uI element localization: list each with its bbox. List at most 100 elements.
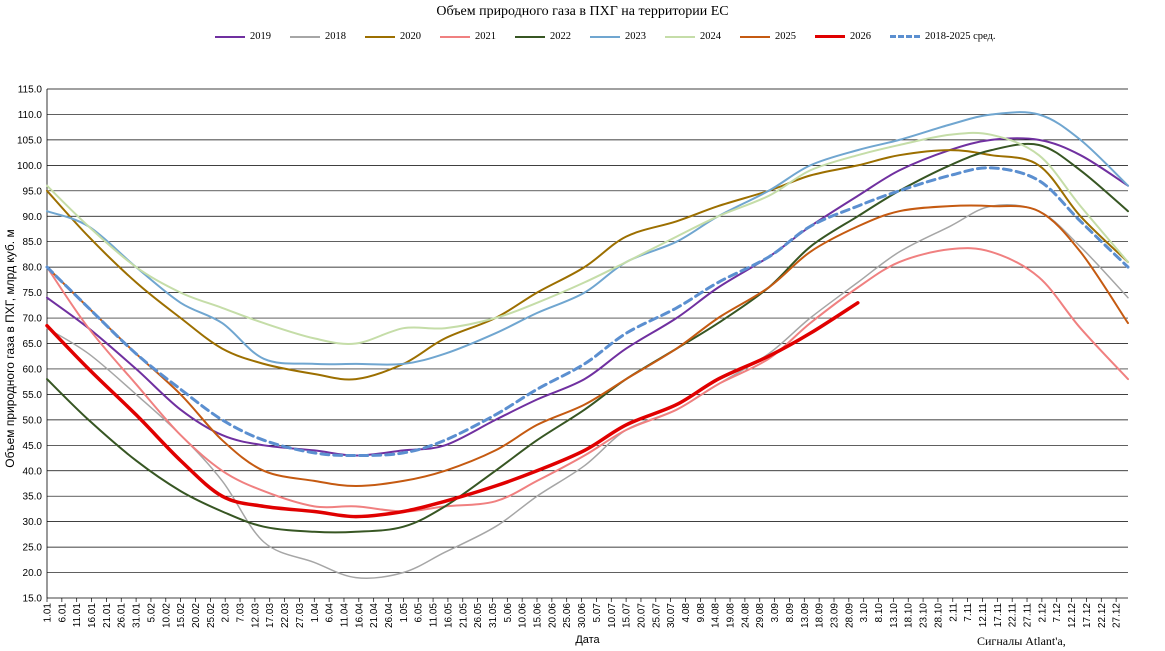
legend-label: 2024: [700, 31, 721, 42]
series-line-2026: [45, 301, 860, 519]
x-tick-label: 31.05: [488, 603, 499, 628]
legend-item: 2026: [815, 31, 871, 42]
x-tick-label: 5.02: [146, 603, 157, 623]
x-tick-label: 29.08: [755, 603, 766, 628]
legend-item: 2019: [215, 31, 271, 42]
x-tick-label: 14.08: [711, 603, 722, 628]
x-tick-label: 27.11: [1023, 603, 1034, 628]
x-tick-label: 30.07: [666, 603, 677, 628]
x-tick-label: 7.11: [963, 603, 974, 622]
x-tick-label: 7.12: [1052, 603, 1063, 623]
x-tick-label: 7.03: [236, 603, 247, 623]
y-tick-label: 100.0: [17, 161, 42, 172]
y-tick-label: 90.0: [23, 212, 43, 223]
x-axis-label: Дата: [575, 634, 600, 646]
legend-item: 2023: [590, 31, 646, 42]
x-tick-label: 2.11: [948, 603, 959, 622]
x-tick-label: 18.09: [815, 603, 826, 628]
y-tick-label: 115.0: [18, 85, 43, 96]
x-tick-label: 28.09: [844, 603, 855, 628]
y-tick-label: 15.0: [23, 594, 43, 605]
y-tick-label: 110.0: [18, 110, 43, 121]
legend-swatch: [740, 35, 770, 38]
x-tick-label: 21.05: [458, 603, 469, 628]
x-tick-label: 1.04: [310, 603, 321, 623]
legend-swatch: [440, 35, 470, 38]
x-tick-label: 11.01: [72, 603, 83, 628]
x-tick-label: 25.06: [562, 603, 573, 628]
series-line-2018-2025-: [45, 166, 1130, 457]
series-line-2024: [46, 131, 1129, 345]
legend-label: 2021: [475, 31, 496, 42]
x-tick-label: 25.07: [651, 603, 662, 628]
series-line-2021: [46, 247, 1129, 513]
x-tick-label: 19.08: [726, 603, 737, 628]
y-tick-label: 105.0: [17, 135, 42, 146]
legend-swatch: [665, 35, 695, 38]
x-tick-label: 22.03: [280, 603, 291, 628]
legend-label: 2026: [850, 31, 871, 42]
source-credit: Сигналы Atlant'a,: [977, 634, 1066, 648]
series-line-2020: [46, 149, 1129, 381]
legend-item: 2020: [365, 31, 421, 42]
y-tick-label: 50.0: [23, 415, 43, 426]
x-tick-label: 21.04: [369, 603, 380, 628]
legend-item: 2024: [665, 31, 721, 42]
x-tick-label: 26.05: [473, 603, 484, 628]
legend-label: 2020: [400, 31, 421, 42]
x-tick-label: 4.08: [681, 603, 692, 623]
x-tick-label: 6.01: [57, 603, 68, 623]
x-tick-label: 18.10: [904, 603, 915, 628]
x-tick-label: 6.05: [414, 603, 425, 623]
x-tick-label: 27.12: [1112, 603, 1123, 628]
x-tick-label: 27.03: [295, 603, 306, 628]
x-tick-label: 12.12: [1067, 603, 1078, 628]
y-tick-label: 80.0: [23, 263, 43, 274]
legend-label: 2022: [550, 31, 571, 42]
x-tick-label: 11.05: [429, 603, 440, 628]
x-tick-label: 10.06: [518, 603, 529, 628]
legend-item: 2025: [740, 31, 796, 42]
x-tick-label: 25.02: [206, 603, 217, 628]
legend-label: 2018-2025 сред.: [925, 31, 996, 42]
x-tick-label: 12.11: [978, 603, 989, 628]
x-tick-label: 24.08: [740, 603, 751, 628]
x-tick-label: 17.12: [1082, 603, 1093, 628]
legend-label: 2019: [250, 31, 271, 42]
legend-item: 2018-2025 сред.: [890, 31, 996, 42]
x-tick-label: 8.10: [874, 603, 885, 623]
legend-item: 2018: [290, 31, 346, 42]
legend-label: 2018: [325, 31, 346, 42]
x-tick-label: 13.10: [889, 603, 900, 628]
x-tick-label: 9.08: [696, 603, 707, 623]
x-tick-label: 15.07: [622, 603, 633, 628]
y-tick-label: 60.0: [23, 364, 43, 375]
x-tick-label: 16.01: [87, 603, 98, 628]
x-tick-label: 31.01: [132, 603, 143, 628]
x-tick-label: 15.06: [533, 603, 544, 628]
x-tick-label: 22.12: [1097, 603, 1108, 628]
x-tick-label: 20.02: [191, 603, 202, 628]
y-tick-label: 70.0: [23, 314, 43, 325]
x-tick-label: 10.02: [161, 603, 172, 628]
x-tick-label: 17.03: [265, 603, 276, 628]
chart-title: Объем природного газа в ПХГ на территори…: [436, 4, 729, 19]
y-tick-label: 20.0: [23, 568, 43, 579]
y-tick-label: 95.0: [23, 186, 43, 197]
x-tick-label: 3.09: [770, 603, 781, 623]
x-tick-label: 5.07: [592, 603, 603, 623]
x-tick-label: 22.11: [1008, 603, 1019, 628]
x-tick-label: 8.09: [785, 603, 796, 623]
series-line-2025: [46, 204, 1129, 487]
x-tick-label: 1.01: [43, 603, 54, 623]
legend-swatch: [215, 35, 245, 38]
y-tick-label: 40.0: [23, 466, 43, 477]
legend-label: 2025: [775, 31, 796, 42]
legend-item: 2021: [440, 31, 496, 42]
series-line-2023: [46, 111, 1129, 366]
x-tick-label: 12.03: [250, 603, 261, 628]
legend-swatch: [890, 35, 920, 38]
legend-swatch: [365, 35, 395, 38]
x-tick-label: 23.10: [919, 603, 930, 628]
y-axis-label: Объем природного газа в ПХГ, млрд куб. м: [3, 229, 17, 467]
